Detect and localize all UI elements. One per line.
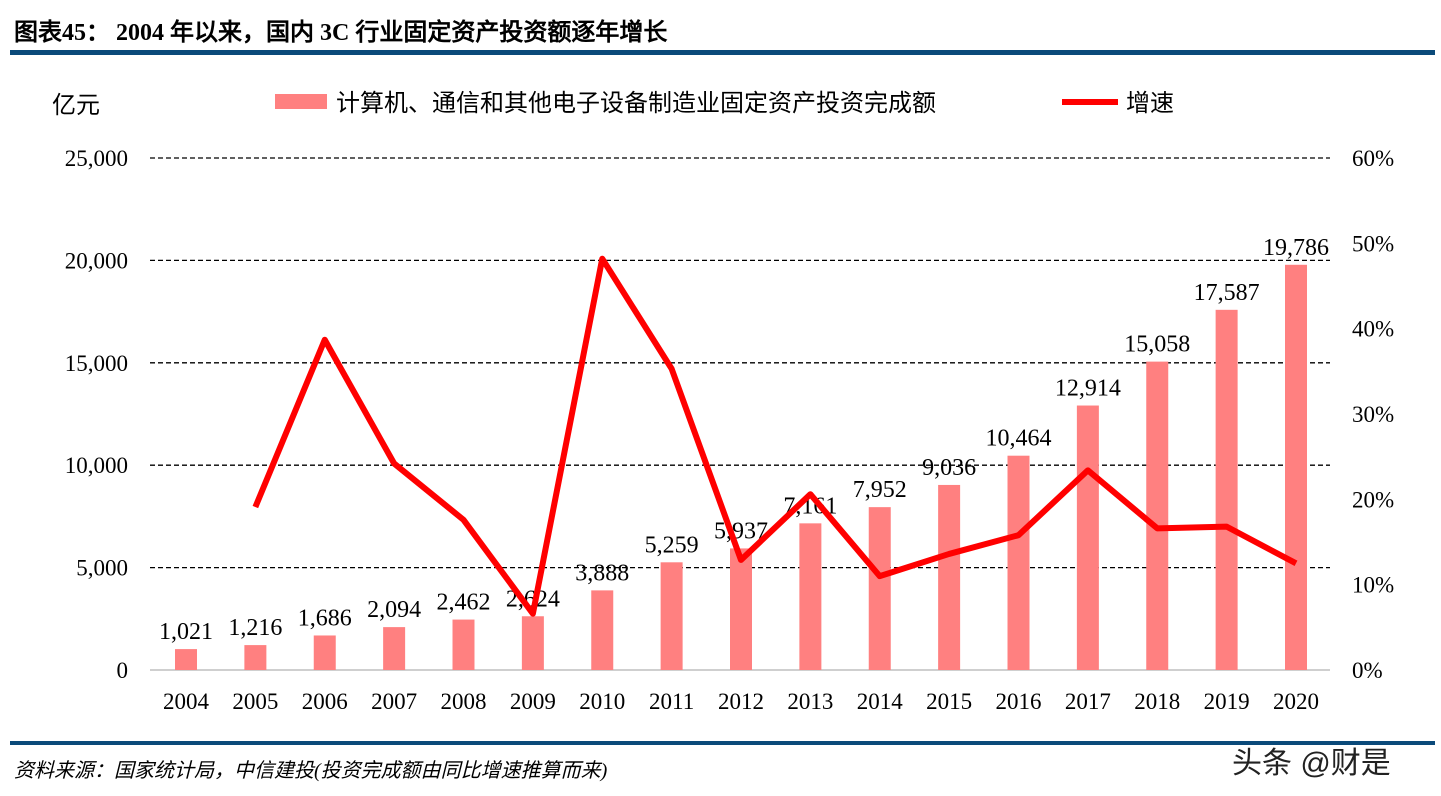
source-note: 资料来源：国家统计局，中信建投(投资完成额由同比增速推算而来) bbox=[14, 760, 608, 782]
bar bbox=[799, 523, 822, 670]
title-rule bbox=[10, 50, 1435, 55]
y2-tick-label: 20% bbox=[1352, 487, 1394, 512]
x-tick-label: 2005 bbox=[232, 689, 278, 714]
y-tick-label: 15,000 bbox=[65, 351, 128, 376]
legend-swatch-bar bbox=[275, 94, 327, 109]
watermark: 头条 @财是 bbox=[1232, 747, 1391, 780]
bar bbox=[730, 548, 752, 670]
bar-data-label: 1,686 bbox=[298, 605, 352, 631]
bar bbox=[1076, 405, 1099, 670]
bar-data-label: 19,786 bbox=[1263, 235, 1329, 261]
bar bbox=[383, 627, 406, 670]
y-tick-label: 25,000 bbox=[65, 146, 128, 171]
bar bbox=[452, 619, 475, 670]
bar-data-label: 7,952 bbox=[853, 477, 907, 503]
bar bbox=[521, 616, 544, 670]
bar bbox=[1007, 455, 1030, 670]
bar-data-label: 10,464 bbox=[986, 426, 1052, 452]
bar bbox=[1146, 361, 1169, 670]
footer-rule bbox=[10, 741, 1435, 745]
bar bbox=[313, 635, 336, 670]
bar-data-label: 17,587 bbox=[1194, 280, 1260, 306]
bar-data-label: 2,094 bbox=[367, 597, 421, 623]
bar bbox=[660, 562, 683, 670]
x-tick-label: 2015 bbox=[926, 689, 972, 714]
x-tick-label: 2017 bbox=[1065, 689, 1111, 714]
x-tick-label: 2016 bbox=[996, 689, 1042, 714]
bar-data-label: 9,036 bbox=[922, 455, 976, 481]
bar bbox=[1215, 309, 1238, 670]
x-tick-label: 2006 bbox=[302, 689, 348, 714]
y2-tick-label: 0% bbox=[1352, 658, 1383, 683]
y-tick-label: 10,000 bbox=[65, 453, 128, 478]
bar bbox=[591, 590, 614, 670]
bar-data-label: 5,259 bbox=[645, 532, 699, 558]
bar bbox=[175, 649, 197, 670]
x-tick-label: 2018 bbox=[1134, 689, 1180, 714]
y-axis-unit: 亿元 bbox=[52, 92, 100, 119]
x-tick-label: 2012 bbox=[718, 689, 764, 714]
bar-data-label: 1,021 bbox=[159, 619, 213, 645]
y-tick-label: 0 bbox=[117, 658, 129, 683]
bar-data-label: 2,462 bbox=[437, 590, 491, 616]
figure-title: 图表45： 2004 年以来，国内 3C 行业固定资产投资额逐年增长 bbox=[14, 20, 668, 46]
x-tick-label: 2014 bbox=[857, 689, 904, 714]
bar bbox=[868, 507, 891, 670]
x-tick-label: 2019 bbox=[1204, 689, 1250, 714]
bar-data-label: 12,914 bbox=[1055, 376, 1121, 402]
legend-label-bar: 计算机、通信和其他电子设备制造业固定资产投资完成额 bbox=[336, 90, 936, 117]
y-tick-label: 5,000 bbox=[76, 556, 128, 581]
x-tick-label: 2004 bbox=[163, 689, 210, 714]
x-tick-label: 2013 bbox=[787, 689, 833, 714]
legend-label-line: 增速 bbox=[1126, 90, 1174, 117]
bar-data-label: 15,058 bbox=[1124, 332, 1190, 358]
x-tick-label: 2008 bbox=[441, 689, 487, 714]
x-tick-label: 2011 bbox=[649, 689, 694, 714]
bar-data-label: 3,888 bbox=[575, 560, 629, 586]
x-tick-label: 2020 bbox=[1273, 689, 1319, 714]
y2-tick-label: 50% bbox=[1352, 231, 1394, 256]
x-tick-label: 2009 bbox=[510, 689, 556, 714]
y2-tick-label: 10% bbox=[1352, 573, 1394, 598]
bar bbox=[244, 645, 267, 670]
chart: 0 5,000 10,000 15,000 20,000 25,000 0% 10% 20% 30… bbox=[52, 90, 1394, 714]
bar bbox=[938, 484, 961, 670]
y-tick-label: 20,000 bbox=[65, 248, 128, 273]
y2-tick-label: 30% bbox=[1352, 402, 1394, 427]
y2-tick-label: 40% bbox=[1352, 317, 1394, 342]
bar-data-label: 1,216 bbox=[228, 615, 282, 641]
growth-line bbox=[252, 255, 1298, 617]
x-tick-label: 2007 bbox=[371, 689, 417, 714]
bar bbox=[1285, 264, 1307, 670]
x-tick-label: 2010 bbox=[579, 689, 625, 714]
y2-tick-label: 60% bbox=[1352, 146, 1394, 171]
